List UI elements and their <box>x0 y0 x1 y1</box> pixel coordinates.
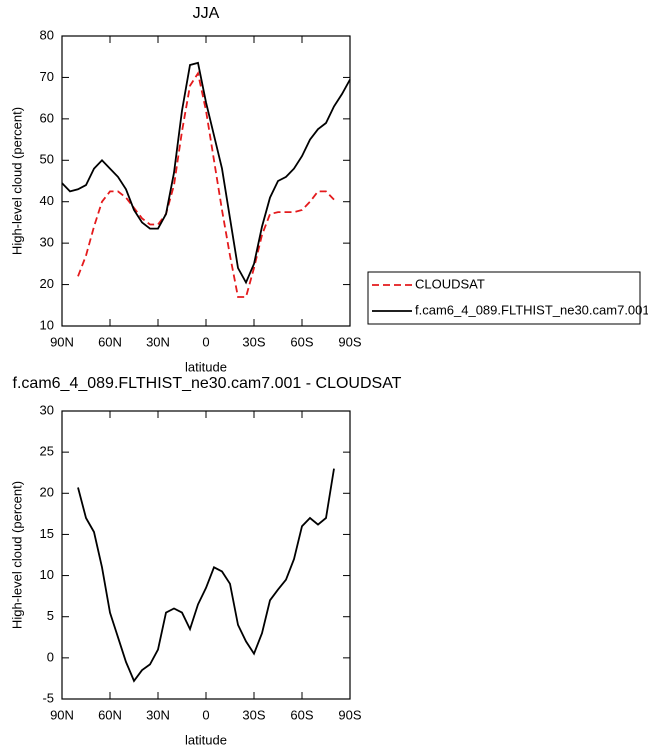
legend-label: CLOUDSAT <box>415 276 485 291</box>
y-tick-label: 10 <box>40 317 54 332</box>
y-tick-label: 5 <box>47 608 54 623</box>
y-tick-label: 20 <box>40 276 54 291</box>
x-tick-label: 30S <box>242 707 265 722</box>
x-tick-label: 90N <box>50 334 74 349</box>
x-tick-label: 0 <box>202 334 209 349</box>
y-tick-label: 20 <box>40 485 54 500</box>
y-tick-label: 30 <box>40 235 54 250</box>
legend-box <box>367 271 641 325</box>
y-tick-label: 50 <box>40 152 54 167</box>
x-tick-label: 90N <box>50 707 74 722</box>
plot-frame <box>61 35 351 327</box>
y-axis-label: High-level cloud (percent) <box>9 481 24 629</box>
x-axis-label: latitude <box>185 359 227 374</box>
x-tick-label: 90S <box>338 707 361 722</box>
x-tick-label: 30S <box>242 334 265 349</box>
y-tick-label: 60 <box>40 110 54 125</box>
chart-title: f.cam6_4_089.FLTHIST_ne30.cam7.001 - CLO… <box>13 375 402 392</box>
x-tick-label: 30N <box>146 334 170 349</box>
x-tick-label: 60N <box>98 707 122 722</box>
y-tick-label: 40 <box>40 193 54 208</box>
data-line <box>61 61 351 285</box>
chart-title: JJA <box>193 5 220 22</box>
x-tick-label: 60N <box>98 334 122 349</box>
y-tick-label: 0 <box>47 649 54 664</box>
y-tick-label: -5 <box>42 690 54 705</box>
x-tick-label: 0 <box>202 707 209 722</box>
x-tick-label: 60S <box>290 334 313 349</box>
legend-label: f.cam6_4_089.FLTHIST_ne30.cam7.001 <box>415 302 648 317</box>
y-tick-label: 10 <box>40 567 54 582</box>
y-tick-label: 70 <box>40 69 54 84</box>
data-line <box>77 70 335 298</box>
y-tick-label: 15 <box>40 526 54 541</box>
x-axis-label: latitude <box>185 732 227 747</box>
plot-frame <box>61 410 351 700</box>
x-tick-label: 60S <box>290 707 313 722</box>
data-line <box>77 468 335 683</box>
y-tick-label: 25 <box>40 444 54 459</box>
y-axis-label: High-level cloud (percent) <box>9 107 24 255</box>
y-tick-label: 30 <box>40 402 54 417</box>
x-tick-label: 30N <box>146 707 170 722</box>
y-tick-label: 80 <box>40 27 54 42</box>
x-tick-label: 90S <box>338 334 361 349</box>
